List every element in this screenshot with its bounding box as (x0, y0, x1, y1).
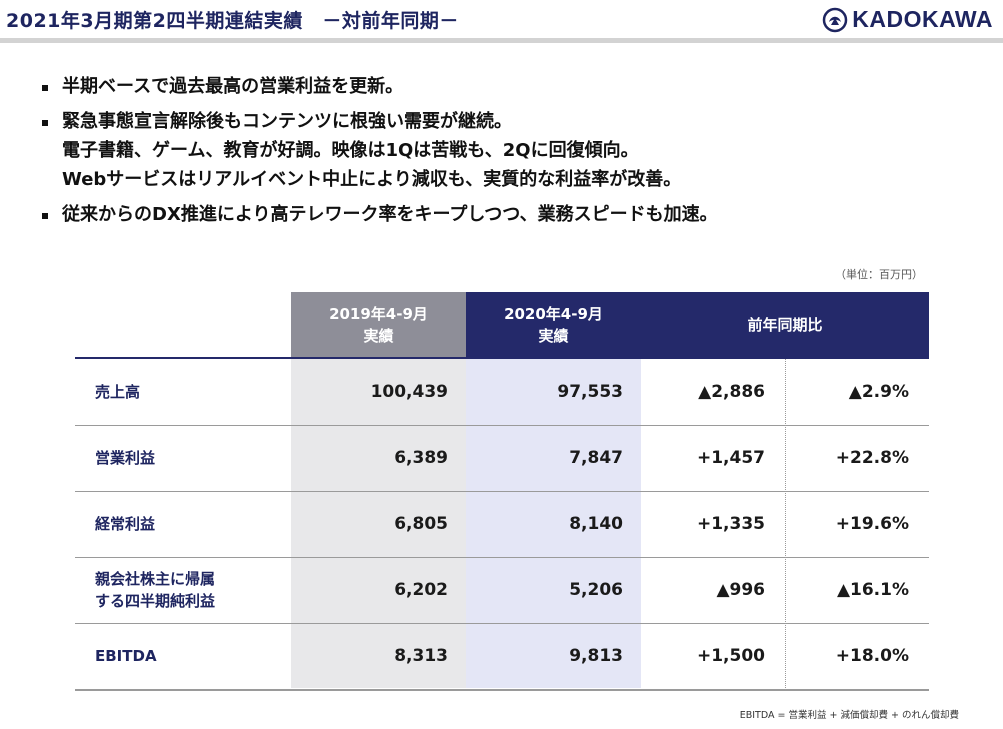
yoy-diff: +1,500 (696, 646, 765, 666)
bullet-item: 緊急事態宣言解除後もコンテンツに根強い需要が継続。 電子書籍、ゲーム、教育が好調… (42, 107, 992, 194)
table-row: 経常利益 6,805 8,140 +1,335 +19.6% (75, 491, 929, 558)
bullet-square-icon (42, 85, 48, 91)
bullet-item: 半期ベースで過去最高の営業利益を更新。 (42, 72, 992, 101)
yoy-column-divider (785, 359, 787, 688)
prev-value: 6,202 (394, 580, 448, 600)
yoy-diff: ▲2,886 (698, 382, 765, 402)
summary-bullets: 半期ベースで過去最高の営業利益を更新。 緊急事態宣言解除後もコンテンツに根強い需… (42, 72, 992, 235)
ebitda-footnote: EBITDA = 営業利益 + 減価償却費 + のれん償却費 (739, 710, 959, 721)
logo-wordmark: KADOKAWA (852, 6, 993, 32)
curr-value: 7,847 (569, 448, 623, 468)
kadokawa-phoenix-emblem-icon (823, 7, 848, 32)
header-curr-year-label: 実績 (538, 327, 569, 345)
table-row: EBITDA 8,313 9,813 +1,500 +18.0% (75, 623, 929, 691)
unit-note: （単位：百万円） (835, 268, 923, 281)
header-prev-year-period: 2019年4-9月 (329, 305, 428, 323)
bullet-square-icon (42, 120, 48, 126)
header-curr-year: 2020年4-9月 実績 (466, 292, 641, 359)
curr-value: 9,813 (569, 646, 623, 666)
yoy-pct: +18.0% (835, 646, 909, 666)
yoy-diff: ▲996 (716, 580, 765, 600)
row-label: 親会社株主に帰属 する四半期純利益 (95, 570, 216, 610)
row-label: 営業利益 (95, 449, 156, 467)
table-row: 親会社株主に帰属 する四半期純利益 6,202 5,206 ▲996 ▲16.1… (75, 557, 929, 624)
yoy-pct: +19.6% (835, 514, 909, 534)
yoy-pct: ▲2.9% (848, 382, 909, 402)
row-label: EBITDA (95, 647, 157, 665)
prev-value: 8,313 (394, 646, 448, 666)
bullet-line: 電子書籍、ゲーム、教育が好調。映像は1Qは苦戦も、2Qに回復傾向。 (62, 140, 639, 161)
bullet-line: 従来からのDX推進により高テレワーク率をキープしつつ、業務スピードも加速。 (62, 204, 718, 225)
slide-header: 2021年3月期第2四半期連結実績 －対前年同期－ KADOKAWA (0, 0, 1003, 43)
yoy-diff: +1,457 (696, 448, 765, 468)
header-rule (75, 357, 929, 359)
prev-value: 6,805 (394, 514, 448, 534)
slide-title: 2021年3月期第2四半期連結実績 －対前年同期－ (6, 10, 459, 32)
curr-value: 8,140 (569, 514, 623, 534)
header-divider (0, 38, 1003, 43)
results-table: 2019年4-9月 実績 2020年4-9月 実績 前年同期比 売上高 100,… (75, 292, 929, 691)
header-curr-year-period: 2020年4-9月 (504, 305, 603, 323)
bullet-line: 半期ベースで過去最高の営業利益を更新。 (62, 76, 404, 97)
yoy-pct: ▲16.1% (836, 580, 909, 600)
table-row: 営業利益 6,389 7,847 +1,457 +22.8% (75, 425, 929, 492)
bullet-line: Webサービスはリアルイベント中止により減収も、実質的な利益率が改善。 (62, 169, 682, 190)
table-row: 売上高 100,439 97,553 ▲2,886 ▲2.9% (75, 359, 929, 426)
company-logo: KADOKAWA (822, 6, 993, 33)
row-label: 売上高 (95, 383, 141, 401)
header-prev-year-label: 実績 (363, 327, 394, 345)
prev-value: 100,439 (370, 382, 448, 402)
header-prev-year: 2019年4-9月 実績 (291, 292, 466, 359)
prev-value: 6,389 (394, 448, 448, 468)
yoy-diff: +1,335 (696, 514, 765, 534)
bullet-line: 緊急事態宣言解除後もコンテンツに根強い需要が継続。 (62, 111, 512, 132)
bullet-item: 従来からのDX推進により高テレワーク率をキープしつつ、業務スピードも加速。 (42, 200, 992, 229)
header-yoy: 前年同期比 (641, 292, 929, 359)
yoy-pct: +22.8% (835, 448, 909, 468)
bullet-square-icon (42, 213, 48, 219)
curr-value: 97,553 (557, 382, 623, 402)
curr-value: 5,206 (569, 580, 623, 600)
row-label: 経常利益 (95, 515, 156, 533)
